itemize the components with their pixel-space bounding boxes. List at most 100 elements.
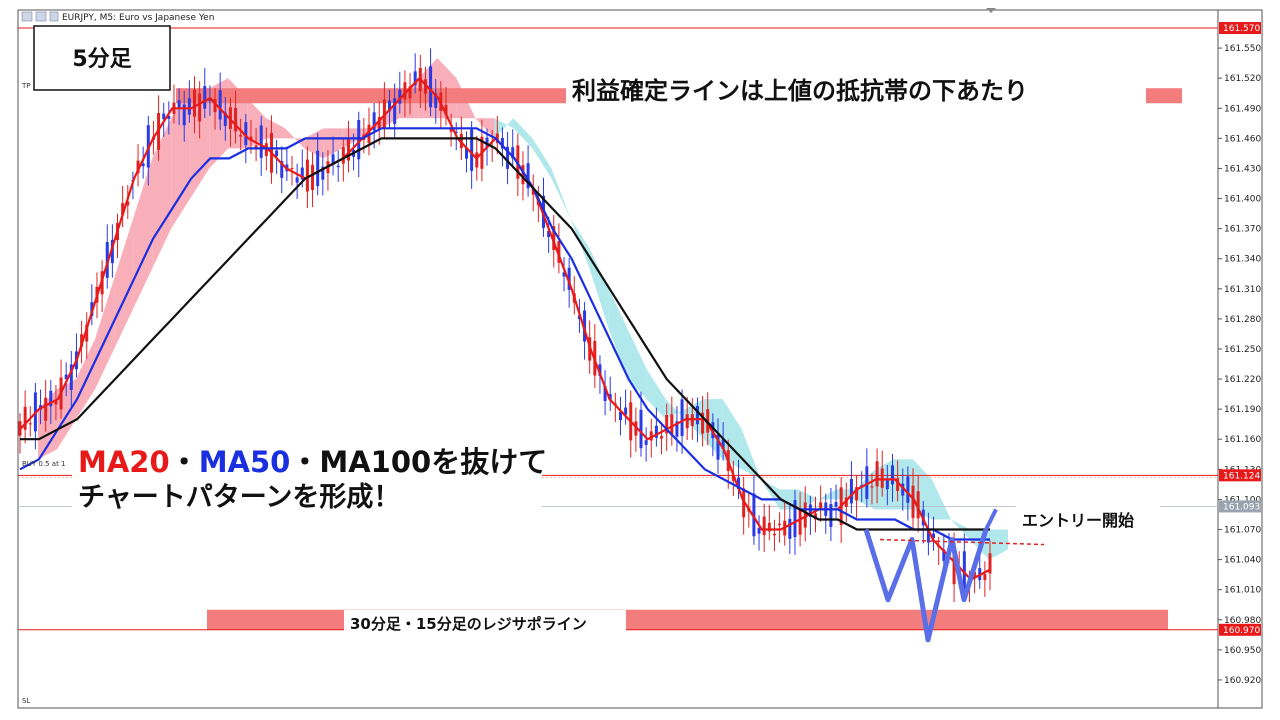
series-ma100 [20,137,990,531]
candle-body [814,513,818,520]
price-tags: 161.570 161.124 161.093 160.970 [1219,22,1261,636]
candle-body [608,394,612,400]
candle-body [141,163,145,167]
candle-body [798,509,802,535]
chart-pattern [863,508,1045,643]
candle-body [983,574,987,581]
candle-body [408,86,412,99]
candle-body [675,421,679,437]
candle-body [511,147,515,159]
y-tick-label: 161.070 [1224,526,1261,536]
candle-body [203,86,207,109]
candle-body [844,497,848,507]
candle-body [465,147,469,159]
ma20-label: MA20 [78,445,170,479]
ma-break-annotation: MA20・MA50・MA100を抜けて チャートパターンを形成！ [72,440,547,516]
candle-body [772,533,776,536]
series-ma50 [19,127,990,541]
candle-body [721,439,725,450]
candle-body [526,163,530,189]
separator-dot: ・ [170,445,199,479]
moving-averages [19,76,991,581]
price-tag-label: 161.093 [1223,502,1260,512]
cloud-segment [285,128,305,149]
cloud-segment [798,489,818,510]
candle-body [198,93,202,122]
y-tick-label: 161.550 [1224,44,1261,54]
y-tick-label: 161.160 [1224,435,1261,445]
candle-body [896,478,900,492]
candle-body [973,572,977,578]
candle-body [942,549,946,561]
cloud-segment [114,218,134,349]
take-profit-text: 利益確定ラインは上値の抵抗帯の下あたり [572,77,1028,105]
candle-body [54,399,58,405]
candle-body [305,159,309,192]
candle-body [177,100,181,108]
y-tick-label: 161.220 [1224,375,1261,385]
y-tick-label: 160.950 [1224,646,1261,656]
candle-body [23,406,27,430]
y-tick-label: 161.280 [1224,315,1261,325]
candle-body [793,500,797,538]
ma100-label: ・MA100を抜けて [290,445,547,479]
candle-body [80,334,84,347]
y-tick-label: 161.430 [1224,164,1261,174]
candle-body [316,150,320,187]
entry-annotation: エントリー開始 [1016,506,1160,534]
pattern-formed-text: チャートパターンを形成！ [78,482,400,513]
candle-body [244,122,248,146]
candle-body [403,82,407,100]
candle-body [547,230,551,237]
chart-type-icon[interactable] [35,11,47,22]
cloud-segment [760,479,780,510]
candle-body [234,107,238,132]
cloud-segment [475,118,495,139]
symbol-menu-icon[interactable] [21,11,33,22]
candle-body [218,90,222,120]
y-tick-label: 161.370 [1224,225,1261,235]
timeframe-icon[interactable] [49,11,59,22]
candle-body [280,161,284,178]
candle-body [331,154,335,165]
price-tag-label: 161.124 [1223,471,1260,481]
timeframe-badge-text: 5分足 [72,47,131,72]
candle-body [239,135,243,137]
candle-body [557,241,561,263]
entry-text: エントリー開始 [1022,511,1134,530]
candle-body [552,226,556,251]
candle-body [300,167,304,180]
candle-body [454,131,458,133]
candle-body [829,504,833,527]
candle-body [618,411,622,421]
cloud-segment [627,328,647,400]
candle-body [603,386,607,401]
scroll-marker-icon[interactable] [986,8,996,13]
candle-body [819,502,823,509]
cloud-segment [950,519,970,540]
candle-body [906,476,910,503]
candle-body [762,516,766,536]
candle-body [259,125,263,158]
cloud-segment [551,168,571,219]
candle-body [911,485,915,519]
price-tag-label: 161.570 [1223,24,1260,34]
timeframe-badge: 5分足 [33,25,171,91]
candle-body [64,374,68,380]
candle-body [500,137,504,149]
candle-body [701,412,705,434]
chart-header: EURJPY, M5: Euro vs Japanese Yen [21,11,214,23]
y-tick-label: 161.490 [1224,104,1261,114]
candle-body [449,129,453,132]
candle-body [475,152,479,168]
candle-body [69,364,73,390]
candle-body [767,522,771,532]
candle-body [870,486,874,488]
candle-body [644,440,648,445]
candle-body [388,100,392,112]
candle-body [803,502,807,528]
candle-body [624,407,628,415]
candle-body [290,168,294,170]
candle-body [223,112,227,126]
